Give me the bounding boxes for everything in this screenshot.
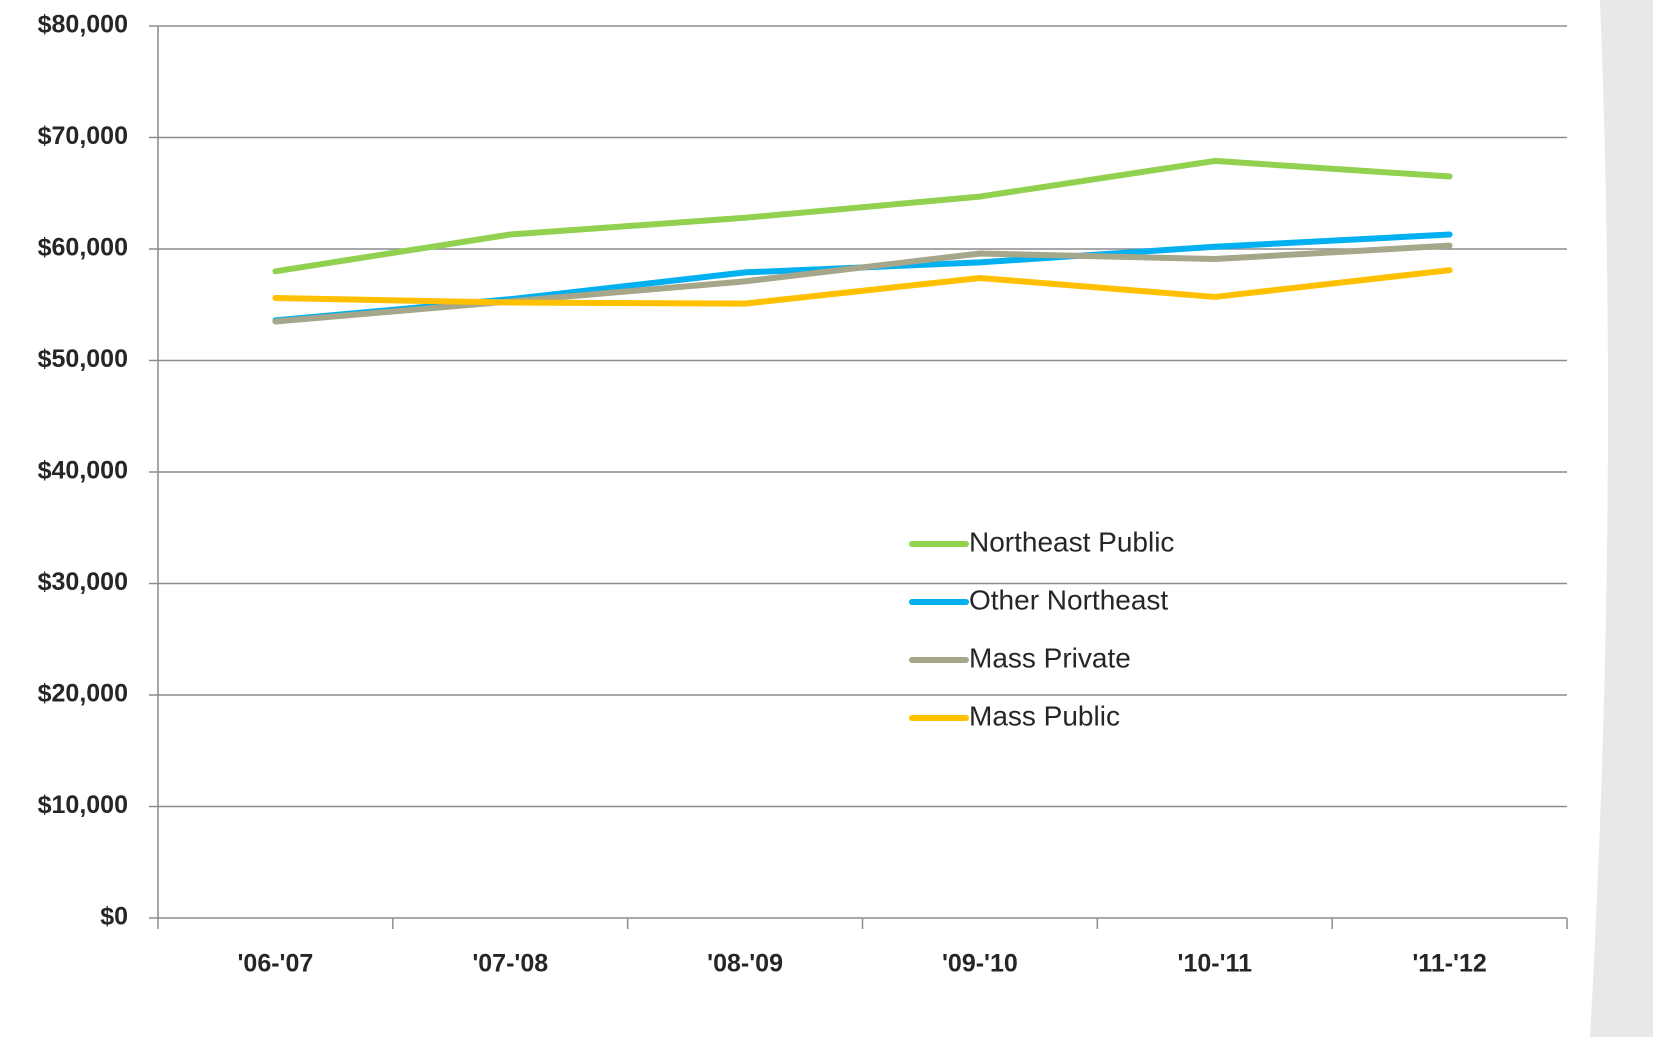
legend-label: Other Northeast [969,584,1168,615]
series-line [272,267,1453,307]
y-tick-label: $70,000 [38,122,128,150]
series-line [272,242,1453,325]
legend-label: Northeast Public [969,526,1174,557]
x-tick-label: '11-'12 [1412,950,1486,978]
x-tick-label: '08-'09 [707,950,783,978]
y-tick-label: $20,000 [38,680,128,708]
series-line [272,157,1453,275]
y-tick-label: $40,000 [38,457,128,485]
legend-label: Mass Public [969,700,1120,731]
y-tick-label: $80,000 [38,11,128,39]
decor [1590,0,1653,1037]
y-tick-label: $60,000 [38,234,128,262]
y-tick-label: $10,000 [38,791,128,819]
x-tick-label: '09-'10 [942,950,1018,978]
y-tick-label: $0 [100,903,128,931]
y-tick-label: $50,000 [38,345,128,373]
x-tick-label: '06-'07 [237,950,313,978]
y-tick-label: $30,000 [38,568,128,596]
x-tick-label: '10-'11 [1178,950,1253,978]
legend-label: Mass Private [969,642,1131,673]
x-tick-label: '07-'08 [472,950,548,978]
